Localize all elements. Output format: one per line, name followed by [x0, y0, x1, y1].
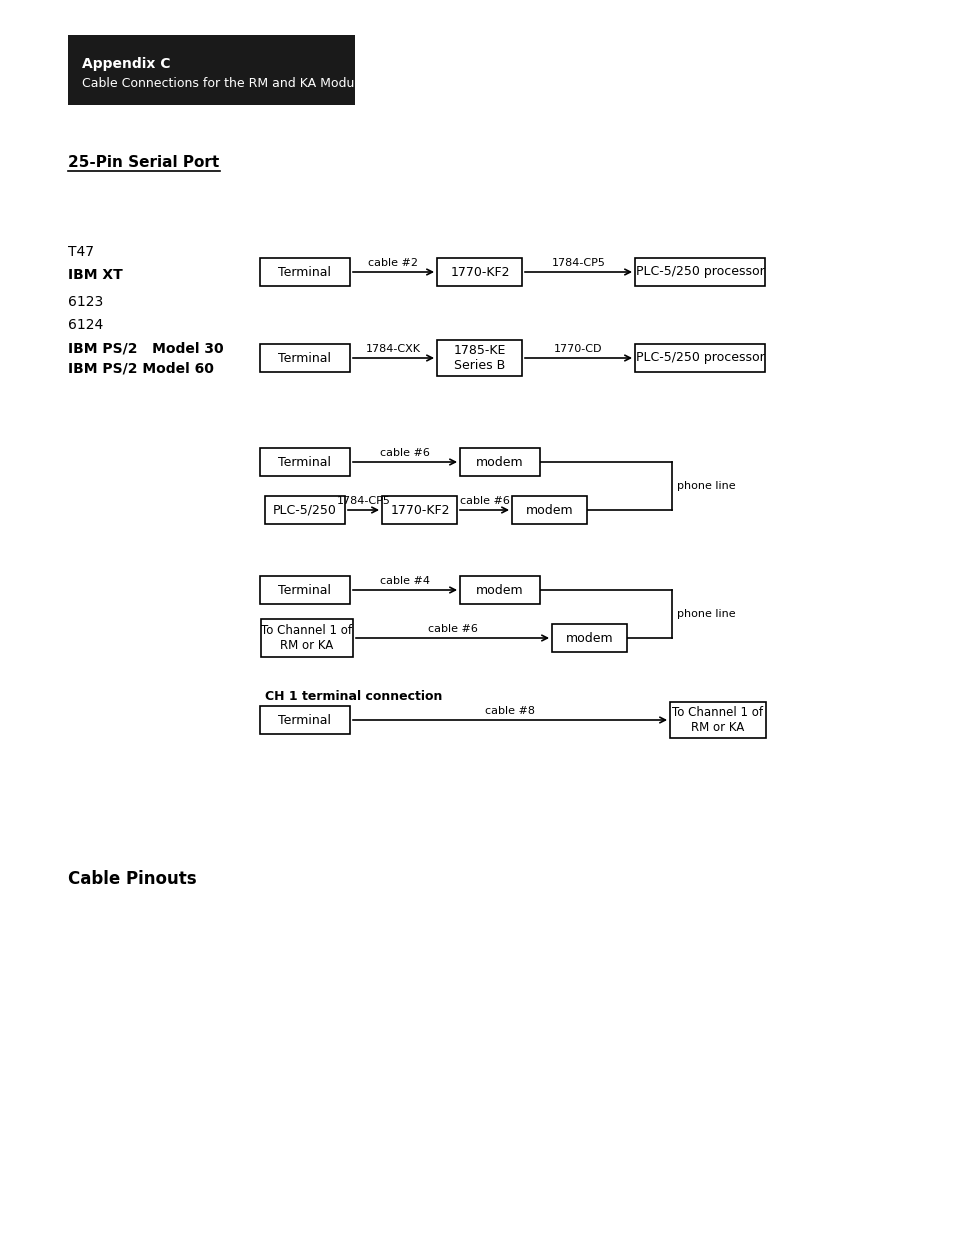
Bar — [437, 258, 522, 287]
Bar — [260, 706, 350, 734]
Text: PLC-5/250 processor: PLC-5/250 processor — [635, 352, 763, 364]
Text: To Channel 1 of
RM or KA: To Channel 1 of RM or KA — [672, 706, 762, 734]
Text: phone line: phone line — [677, 480, 735, 492]
Text: cable #6: cable #6 — [427, 624, 476, 634]
Text: Appendix C: Appendix C — [82, 57, 171, 70]
Text: Terminal: Terminal — [278, 714, 331, 726]
Bar — [265, 496, 345, 524]
Text: modem: modem — [526, 504, 573, 516]
Text: 25-Pin Serial Port: 25-Pin Serial Port — [68, 156, 219, 170]
Text: 1770-KF2: 1770-KF2 — [450, 266, 509, 279]
Bar — [260, 448, 350, 475]
Bar — [260, 258, 350, 287]
Text: To Channel 1 of
RM or KA: To Channel 1 of RM or KA — [261, 624, 352, 652]
Text: cable #6: cable #6 — [459, 496, 509, 506]
Text: Terminal: Terminal — [278, 266, 331, 279]
Text: Cable Connections for the RM and KA Module: Cable Connections for the RM and KA Modu… — [82, 77, 365, 90]
Text: PLC-5/250 processor: PLC-5/250 processor — [635, 266, 763, 279]
Text: 1785-KE
Series B: 1785-KE Series B — [454, 345, 506, 372]
Bar — [382, 496, 457, 524]
Text: Terminal: Terminal — [278, 583, 331, 597]
Text: CH 1 terminal connection: CH 1 terminal connection — [265, 690, 442, 703]
Text: modem: modem — [565, 631, 613, 645]
Text: 6123: 6123 — [68, 295, 103, 309]
Text: 1784-CP5: 1784-CP5 — [551, 258, 605, 268]
Text: modem: modem — [476, 456, 523, 468]
Bar — [459, 448, 539, 475]
Text: phone line: phone line — [677, 609, 735, 619]
Text: Terminal: Terminal — [278, 456, 331, 468]
Text: 1784-CP5: 1784-CP5 — [336, 496, 390, 506]
Text: IBM PS/2   Model 30: IBM PS/2 Model 30 — [68, 342, 223, 356]
Bar — [261, 619, 353, 657]
Text: 1770-CD: 1770-CD — [554, 345, 602, 354]
Bar — [635, 258, 764, 287]
Bar — [68, 35, 355, 105]
Text: modem: modem — [476, 583, 523, 597]
Text: Terminal: Terminal — [278, 352, 331, 364]
Bar — [635, 345, 764, 372]
Bar — [260, 345, 350, 372]
Text: cable #6: cable #6 — [379, 448, 430, 458]
Bar — [552, 624, 627, 652]
Text: 1770-KF2: 1770-KF2 — [390, 504, 449, 516]
Bar — [512, 496, 587, 524]
Bar — [459, 576, 539, 604]
Bar — [260, 576, 350, 604]
Text: IBM XT: IBM XT — [68, 268, 123, 282]
Text: 1784-CXK: 1784-CXK — [366, 345, 420, 354]
Text: 6124: 6124 — [68, 317, 103, 332]
Text: T47: T47 — [68, 245, 94, 259]
Bar — [669, 701, 765, 739]
Text: cable #2: cable #2 — [368, 258, 418, 268]
Text: IBM PS/2 Model 60: IBM PS/2 Model 60 — [68, 362, 213, 375]
Text: cable #4: cable #4 — [379, 576, 430, 585]
Text: PLC-5/250: PLC-5/250 — [273, 504, 336, 516]
Text: Cable Pinouts: Cable Pinouts — [68, 869, 196, 888]
Bar — [437, 340, 522, 375]
Text: cable #8: cable #8 — [484, 706, 535, 716]
